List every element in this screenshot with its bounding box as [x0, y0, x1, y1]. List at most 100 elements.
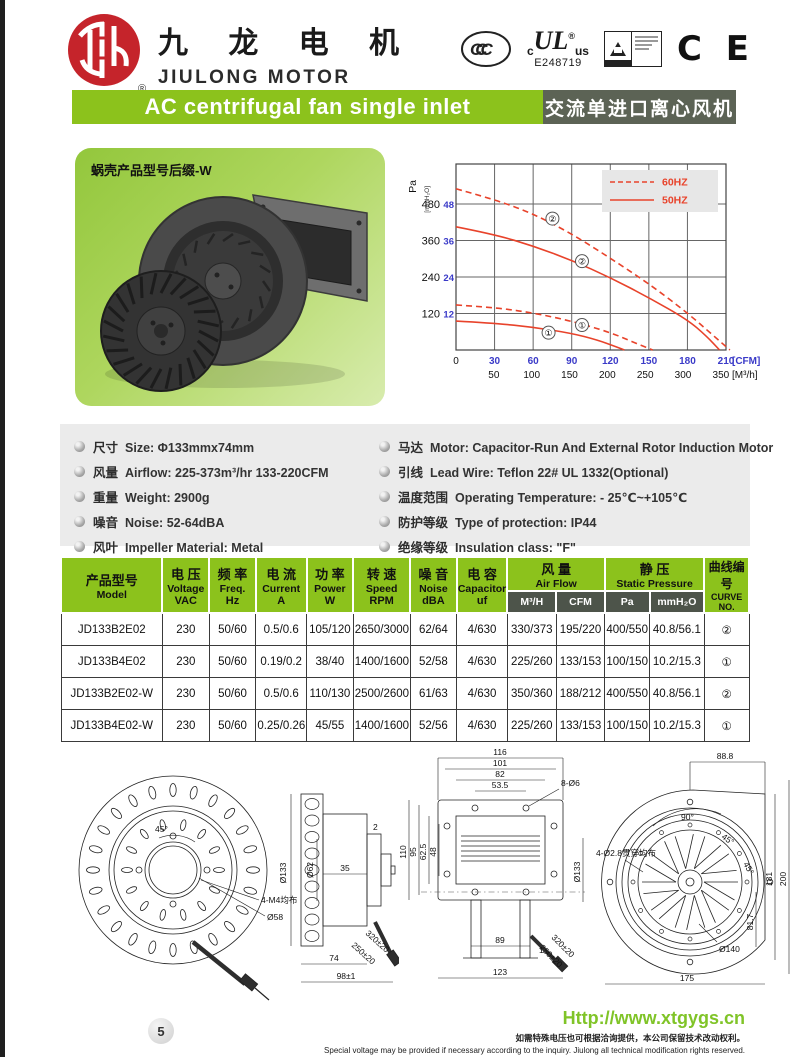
- value-cell: 230: [161, 612, 210, 646]
- spec-label-cn: 风叶: [93, 541, 119, 555]
- model-spec-table: 产品型号 Model 电 压 Voltage VAC 频 率 Freq. Hz 电 流 Curre…: [59, 556, 750, 742]
- volute-impeller-spokes: [642, 834, 738, 930]
- value-cell: 52/58: [409, 645, 458, 678]
- logo-registered-mark: ®: [138, 83, 146, 95]
- spec-text-en: Size: Φ133mmx74mm: [125, 441, 255, 455]
- value-cell: 105/120: [306, 612, 354, 646]
- value-cell: ①: [703, 709, 750, 742]
- spec-text-en: Impeller Material: Metal: [125, 541, 264, 555]
- spec-text-en: Operating Temperature: - 25℃~+105℃: [455, 491, 688, 505]
- front-slot-ovals: [121, 819, 225, 921]
- footer-notes: 如需特殊电压也可根据洽询提供，本公司保留技术改动权利。 Special volt…: [324, 1032, 745, 1055]
- bullet-icon: [74, 516, 85, 527]
- value-cell: 40.8/56.1: [649, 677, 705, 710]
- svg-text:4-Ø2.8贯穿均布: 4-Ø2.8贯穿均布: [596, 848, 656, 858]
- drawing-outlet-view: 116 101 82 53.5 110 95 62.5 48 8-Ø6 Ø133…: [398, 747, 585, 979]
- svg-text:Ø62: Ø62: [305, 862, 315, 878]
- value-cell: 52/56: [409, 709, 458, 742]
- outlet-louvers: [461, 835, 540, 862]
- spec-text-en: Weight: 2900g: [125, 491, 210, 505]
- svg-text:100: 100: [523, 370, 540, 381]
- svg-text:53.5: 53.5: [492, 780, 509, 790]
- col-header: 功 率 Power W: [305, 556, 355, 614]
- col-header: 频 率 Freq. Hz: [208, 556, 257, 614]
- front-screw-holes: [135, 832, 211, 908]
- svg-text:[CFM]: [CFM]: [732, 356, 760, 367]
- ccc-mark-icon: CCC: [460, 30, 511, 67]
- page-number-badge: 5: [148, 1018, 174, 1044]
- col-header: 转 速 Speed RPM: [352, 556, 412, 614]
- ul-file-number: E248719: [534, 57, 582, 69]
- spec-label-cn: 马达: [398, 441, 424, 455]
- value-cell: 50/60: [208, 677, 257, 710]
- col-header: 噪 音 Noise dBA: [409, 556, 458, 614]
- svg-text:175: 175: [680, 973, 694, 983]
- svg-text:Ø58: Ø58: [267, 912, 283, 922]
- svg-text:24: 24: [443, 273, 454, 284]
- table-body: JD133B2E02 230 50/60 0.5/0.6 105/120 2650/300…: [60, 612, 750, 742]
- tuv-mark-icon: [603, 30, 662, 67]
- value-cell: 10.2/15.3: [649, 645, 705, 678]
- svg-text:120: 120: [602, 356, 619, 367]
- svg-text:CCC: CCC: [470, 40, 494, 59]
- volute-through-holes: [606, 798, 774, 966]
- svg-text:90: 90: [566, 356, 578, 367]
- svg-text:[mmH₂O]: [mmH₂O]: [424, 186, 431, 213]
- svg-text:12: 12: [443, 310, 454, 321]
- product-variant-label: 蜗壳产品型号后缀-W: [91, 163, 212, 178]
- col-subheader: CFM: [555, 590, 606, 614]
- svg-text:300: 300: [675, 370, 692, 381]
- value-cell: ②: [703, 612, 750, 646]
- bullet-icon: [74, 441, 85, 452]
- svg-text:88.8: 88.8: [717, 751, 734, 761]
- chart-series-②-50hz: [455, 226, 721, 351]
- side-hatch-ovals: [304, 798, 320, 942]
- chart-series-②-60hz: [455, 188, 731, 351]
- svg-text:200: 200: [778, 872, 788, 886]
- bullet-icon: [379, 491, 390, 502]
- company-name-cn: 九 龙 电 机: [158, 27, 416, 60]
- chart-series-①-60hz: [455, 304, 654, 351]
- footer-note-en: Special voltage may be provided if neces…: [324, 1046, 745, 1055]
- col-header-static: 静 压 Static Pressure: [603, 556, 706, 592]
- spec-item: 风叶 Impeller Material: Metal: [74, 537, 379, 556]
- svg-text:120: 120: [422, 309, 440, 321]
- col-header: 电 容 Capacitor uf: [455, 556, 509, 614]
- spec-text-en: Insulation class: "F": [455, 541, 576, 555]
- svg-text:50: 50: [488, 370, 500, 381]
- spec-label-cn: 重量: [93, 491, 119, 505]
- col-subheader: M³/H: [506, 590, 558, 614]
- photo-wheel-blades: [102, 272, 220, 390]
- svg-text:360: 360: [422, 236, 440, 248]
- svg-text:48: 48: [428, 847, 438, 857]
- table-row: JD133B2E02-W 230 50/60 0.5/0.6 110/130 2500/2…: [60, 677, 750, 710]
- col-subheader: Pa: [603, 590, 651, 614]
- value-cell: 400/550: [604, 612, 650, 646]
- spec-item: 防护等级 Type of protection: IP44: [379, 512, 739, 531]
- value-cell: 10.2/15.3: [649, 709, 705, 742]
- website-link[interactable]: Http://www.xtgygs.cn: [562, 1008, 745, 1028]
- bullet-icon: [74, 466, 85, 477]
- company-titles: 九 龙 电 机 JIULONG MOTOR: [158, 18, 415, 89]
- product-photo: [100, 194, 368, 392]
- value-cell: 225/260: [506, 645, 557, 678]
- spec-text-en: Motor: Capacitor-Run And External Rotor …: [430, 441, 774, 455]
- spec-item: 温度范围 Operating Temperature: - 25℃~+105℃: [379, 487, 739, 506]
- value-cell: 61/63: [409, 677, 458, 710]
- value-cell: 45/55: [306, 709, 354, 742]
- svg-text:②: ②: [548, 214, 556, 224]
- svg-text:210: 210: [718, 356, 735, 367]
- value-cell: 100/150: [604, 709, 650, 742]
- spec-label-cn: 尺寸: [93, 441, 119, 455]
- spec-text-en: Lead Wire: Teflon 22# UL 1332(Optional): [430, 466, 669, 480]
- spec-text-en: Type of protection: IP44: [455, 516, 597, 530]
- value-cell: 4/630: [456, 709, 508, 742]
- svg-text:62.5: 62.5: [418, 843, 428, 860]
- value-cell: 0.19/0.2: [255, 645, 308, 678]
- value-cell: 400/550: [604, 677, 650, 710]
- value-cell: ①: [703, 645, 750, 678]
- value-cell: 0.25/0.26: [255, 709, 308, 742]
- spec-list: 尺寸 Size: Φ133mmx74mm 风量 Airflow: 225-373m³/…: [60, 424, 773, 555]
- svg-text:180: 180: [679, 356, 696, 367]
- bullet-icon: [379, 541, 390, 552]
